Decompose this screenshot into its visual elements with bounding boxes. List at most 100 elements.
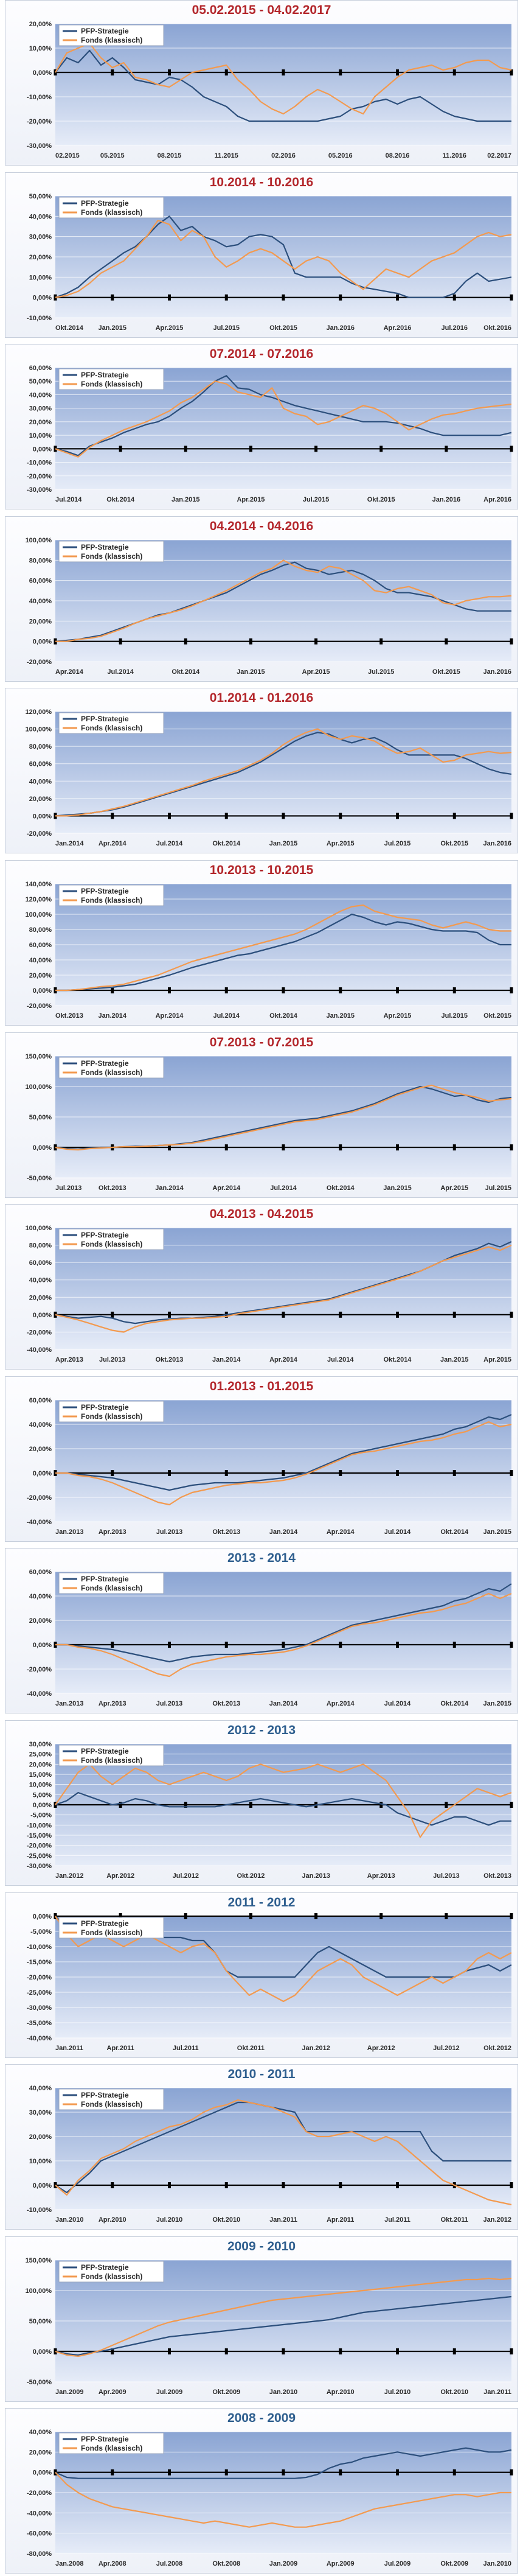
y-tick-label: -20,00%: [27, 1843, 52, 1850]
x-tick-label: Jul.2014: [384, 1700, 411, 1707]
y-tick-label: -60,00%: [27, 2530, 52, 2538]
zero-line-marker: [339, 1469, 342, 1476]
line-chart: 40,00% 20,00% 0,00% -20,00% -40,00% -60,00% -8…: [27, 2429, 513, 2567]
x-tick-label: Okt.2014: [212, 840, 241, 847]
series-line-fonds-klassisch: [55, 2099, 512, 2206]
zero-line-marker: [168, 69, 171, 75]
y-tick-label: -30,00%: [27, 486, 52, 494]
x-tick-label: Apr.2013: [55, 1356, 83, 1363]
legend-box: [58, 1057, 164, 1079]
zero-line-marker: [396, 69, 399, 75]
x-tick-label: Jul.2014: [107, 668, 134, 676]
y-tick-label: -25,00%: [27, 1989, 52, 1997]
series-line-fonds-klassisch: [55, 2277, 512, 2357]
zero-line-marker: [396, 987, 399, 993]
y-tick-label: 40,00%: [29, 213, 52, 220]
chart-panel: 10.2013 - 10.2015 140,00% 120,00% 100,00% 80…: [5, 860, 518, 1026]
series-line-pfp-strategie: [55, 215, 512, 298]
y-tick-label: -15,00%: [27, 1959, 52, 1966]
x-tick-label: Apr.2016: [483, 496, 511, 503]
x-tick-label: Jan.2010: [269, 2389, 297, 2396]
y-tick-label: 60,00%: [29, 1259, 52, 1267]
y-tick-label: -5,00%: [30, 1812, 52, 1819]
x-tick-label: Okt.2012: [483, 2045, 511, 2052]
chart-panel: 07.2013 - 07.2015 150,00% 100,00% 50,00% 0,0…: [5, 1032, 518, 1198]
legend-label: PFP-Strategie: [81, 27, 129, 35]
chart-title: 07.2013 - 07.2015: [209, 1035, 314, 1049]
line-chart: 140,00% 120,00% 100,00% 80,00% 60,00% 40,00% 2…: [26, 881, 513, 1020]
x-tick-label: Jul.2015: [384, 840, 410, 847]
legend-label: Fonds (klassisch): [81, 380, 142, 388]
legend-label: Fonds (klassisch): [81, 1928, 142, 1937]
x-tick-label: Apr.2013: [99, 1700, 126, 1707]
zero-line-marker: [282, 987, 285, 993]
x-tick-label: Jul.2015: [303, 496, 329, 503]
y-tick-label: 20,00%: [29, 21, 52, 28]
x-tick-label: Okt.2009: [212, 2389, 240, 2396]
x-tick-label: Jul.2015: [485, 1185, 511, 1192]
x-tick-label: Jan.2016: [483, 668, 511, 676]
x-tick-label: 05.2016: [328, 152, 353, 159]
zero-line-marker: [54, 2469, 57, 2476]
chart-title: 04.2013 - 04.2015: [209, 1207, 314, 1222]
y-tick-label: -20,00%: [27, 1329, 52, 1337]
zero-line-marker: [510, 1312, 513, 1318]
series-line-pfp-strategie: [55, 2447, 512, 2480]
y-tick-label: 5,00%: [33, 1791, 52, 1799]
x-tick-label: Okt.2011: [441, 2216, 468, 2224]
y-tick-label: -40,00%: [27, 2035, 52, 2042]
series-line-fonds-klassisch: [55, 1763, 512, 1838]
y-tick-label: -15,00%: [27, 1832, 52, 1839]
x-tick-label: Okt.2012: [237, 1872, 265, 1880]
zero-line-marker: [282, 294, 285, 301]
zero-line-marker: [396, 2348, 399, 2354]
y-tick-label: 40,00%: [29, 1421, 52, 1429]
legend-label: PFP-Strategie: [81, 715, 129, 723]
x-tick-label: Jan.2016: [327, 324, 355, 332]
zero-line-marker: [249, 1802, 252, 1808]
y-tick-label: -10,00%: [27, 2207, 52, 2214]
legend-box: [58, 1228, 164, 1250]
legend-box: [58, 368, 164, 390]
zero-line-marker: [396, 1312, 399, 1318]
y-tick-label: -20,00%: [27, 473, 52, 480]
chart-panel: 2012 - 2013 30,00% 25,00% 20,00% 15,00% 10,00…: [5, 1720, 518, 1886]
zero-line-marker: [282, 1642, 285, 1648]
x-tick-label: Okt.2014: [440, 1700, 469, 1707]
y-tick-label: -20,00%: [27, 830, 52, 838]
y-tick-label: 0,00%: [33, 1642, 52, 1649]
zero-line-marker: [119, 1802, 122, 1808]
y-tick-label: -30,00%: [27, 142, 52, 150]
x-tick-label: Apr.2015: [440, 1185, 468, 1192]
y-tick-label: 0,00%: [33, 1312, 52, 1319]
chart-title: 04.2014 - 04.2016: [209, 519, 314, 533]
x-tick-label: Jul.2010: [384, 2389, 410, 2396]
x-tick-label: Apr.2010: [327, 2389, 355, 2396]
legend-label: PFP-Strategie: [81, 2435, 129, 2443]
x-tick-label: Jul.2015: [213, 324, 240, 332]
y-tick-label: 0,00%: [33, 2348, 52, 2356]
x-tick-label: Jul.2013: [99, 1356, 125, 1363]
legend-label: PFP-Strategie: [81, 1231, 129, 1239]
x-tick-label: Jul.2011: [173, 2045, 199, 2052]
chart-title: 01.2013 - 01.2015: [209, 1379, 314, 1393]
zero-line-marker: [452, 2348, 456, 2354]
x-tick-label: Jan.2011: [55, 2045, 83, 2052]
zero-line-marker: [168, 1642, 171, 1648]
x-tick-label: Jan.2008: [55, 2560, 83, 2567]
x-tick-label: Okt.2013: [212, 1528, 240, 1536]
series-line-fonds-klassisch: [55, 904, 511, 992]
x-tick-label: Apr.2014: [327, 1700, 355, 1707]
x-tick-label: Okt.2014: [106, 496, 135, 503]
line-chart: 150,00% 100,00% 50,00% 0,00% -50,00%Jan.2009…: [26, 2257, 513, 2396]
legend-label: Fonds (klassisch): [81, 2444, 142, 2452]
zero-line-marker: [249, 446, 252, 452]
y-tick-label: -20,00%: [27, 659, 52, 666]
series-line-fonds-klassisch: [55, 219, 512, 298]
y-tick-label: 25,00%: [29, 1751, 52, 1759]
x-tick-label: Jul.2013: [433, 1872, 459, 1880]
y-tick-label: 20,00%: [29, 254, 52, 261]
